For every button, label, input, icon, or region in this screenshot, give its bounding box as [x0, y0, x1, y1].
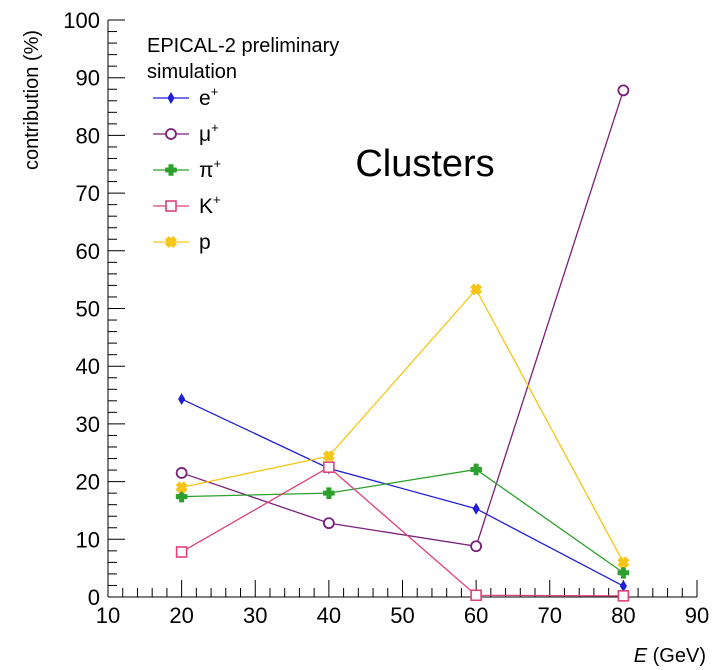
series-1: [181, 90, 624, 547]
legend-label: e+: [199, 84, 218, 110]
series-line: [181, 398, 624, 587]
x-tick-label: 80: [611, 603, 635, 628]
series-line: [181, 288, 624, 563]
legend-entry: e+: [153, 84, 218, 110]
data-point: [178, 393, 186, 406]
y-tick-label: 10: [76, 527, 100, 552]
x-tick-label: 50: [390, 603, 414, 628]
series-line: [181, 468, 624, 574]
legend-label: p: [199, 231, 211, 254]
legend: e+μ+π+K+p: [153, 84, 221, 254]
data-point: [322, 517, 335, 530]
y-tick-label: 40: [76, 354, 100, 379]
x-tick-label: 20: [169, 603, 193, 628]
legend-entry: μ+: [153, 120, 219, 146]
y-tick-label: 80: [76, 123, 100, 148]
x-axis-label-unit: (GeV): [647, 645, 706, 667]
data-point: [175, 546, 188, 558]
data-point: [617, 566, 630, 579]
y-tick-label: 60: [76, 239, 100, 264]
series-markers-2: [175, 463, 630, 579]
x-tick-label: 90: [685, 603, 709, 628]
x-axis-label-italic: E: [634, 645, 648, 667]
legend-label-charge: +: [211, 84, 219, 99]
legend-label-name: e: [199, 87, 211, 110]
y-tick-label: 30: [76, 412, 100, 437]
x-tick-label: 30: [243, 603, 267, 628]
series-4: [181, 288, 624, 563]
data-point: [470, 540, 483, 553]
data-point: [470, 589, 482, 602]
legend-label-charge: +: [213, 192, 221, 207]
legend-label-name: p: [199, 231, 211, 254]
series-layer: [175, 84, 630, 602]
legend-label: π+: [199, 156, 221, 182]
series-markers-3: [175, 461, 630, 602]
data-point: [470, 463, 482, 476]
chart-annotation: Clusters: [355, 143, 494, 185]
legend-label-charge: +: [211, 120, 219, 135]
legend-label: K+: [199, 192, 221, 218]
series-0: [181, 398, 624, 587]
series-markers-1: [175, 84, 630, 553]
series-line: [181, 466, 624, 597]
series-line: [181, 90, 624, 547]
legend-label-name: π: [199, 159, 214, 182]
y-axis-label: contribution (%): [21, 30, 43, 170]
legend-label: μ+: [199, 120, 219, 146]
legend-marker: [164, 235, 178, 249]
y-tick-label: 50: [76, 297, 100, 322]
legend-label-name: μ: [199, 123, 211, 146]
y-tick-label: 70: [76, 181, 100, 206]
legend-marker: [165, 128, 177, 140]
data-point: [175, 490, 188, 503]
legend-marker: [167, 92, 175, 104]
data-point: [323, 487, 335, 499]
x-tick-label: 60: [464, 603, 488, 628]
data-point: [175, 467, 188, 479]
data-point: [175, 481, 188, 494]
y-tick-label: 100: [63, 8, 100, 33]
y-tick-label: 90: [76, 66, 100, 91]
data-point: [617, 590, 630, 602]
x-tick-label: 70: [538, 603, 562, 628]
legend-header-line-1: EPICAL-2 preliminary: [147, 35, 339, 57]
legend-header-line-2: simulation: [147, 61, 237, 83]
x-tick-label: 10: [96, 603, 120, 628]
data-point: [322, 450, 335, 463]
x-axis-label: E (GeV): [634, 645, 706, 667]
data-point: [323, 461, 335, 473]
legend-marker: [165, 164, 177, 176]
data-point: [617, 84, 630, 97]
data-point: [617, 556, 630, 569]
series-3: [181, 466, 624, 597]
data-point: [470, 283, 483, 296]
data-point: [619, 580, 627, 593]
legend-marker: [165, 200, 177, 212]
y-tick-label: 0: [88, 585, 100, 610]
x-tick-label: 40: [317, 603, 341, 628]
legend-entry: π+: [153, 156, 221, 182]
series-2: [181, 468, 624, 574]
series-markers-0: [178, 393, 627, 593]
legend-entry: K+: [153, 192, 221, 218]
data-point: [472, 502, 480, 515]
legend-label-charge: +: [214, 156, 222, 171]
legend-label-name: K: [199, 195, 213, 218]
y-tick-label: 20: [76, 470, 100, 495]
series-markers-4: [175, 283, 630, 569]
legend-entry: p: [153, 231, 211, 254]
